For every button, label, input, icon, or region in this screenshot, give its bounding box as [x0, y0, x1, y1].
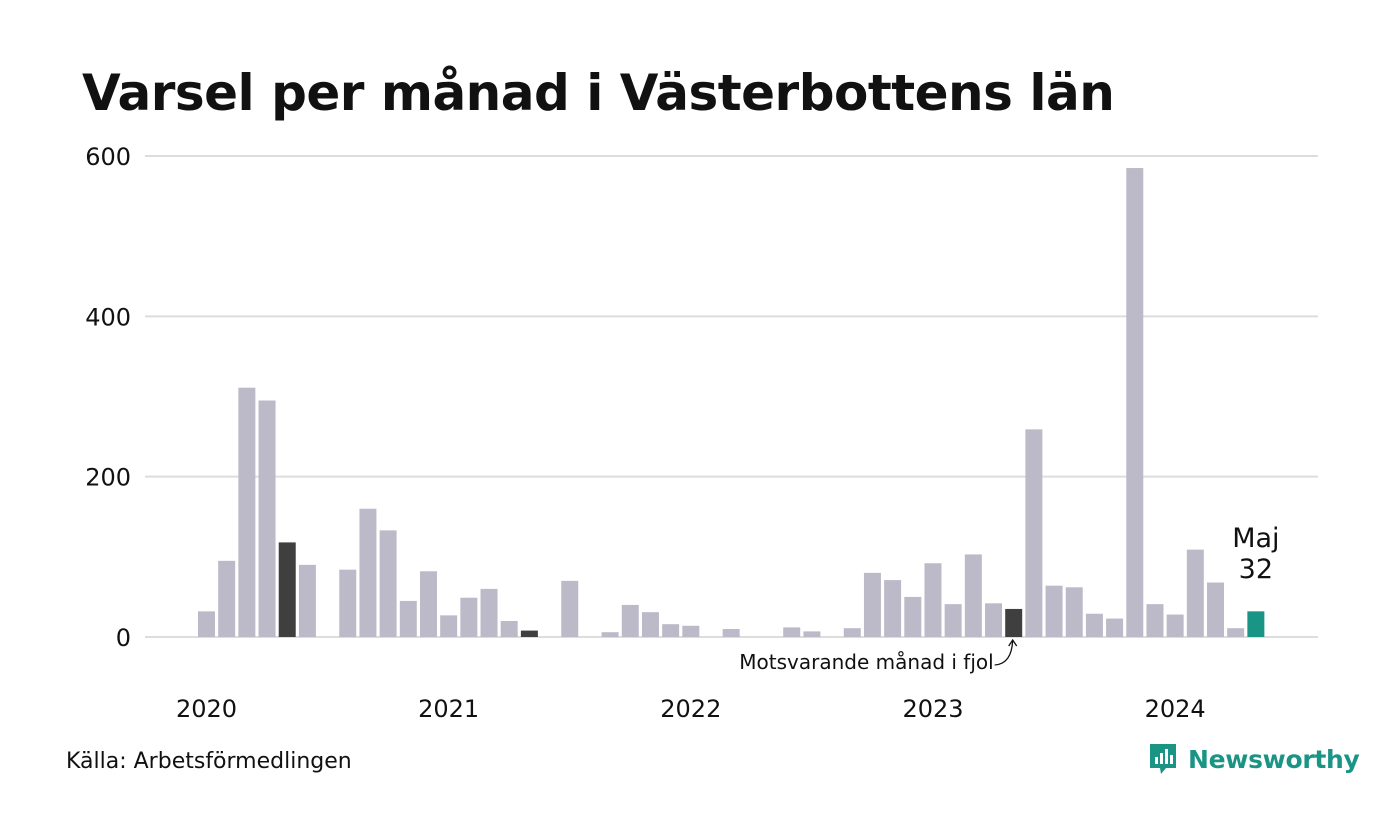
bar-2020-08 — [339, 569, 357, 637]
highlight-value-label: 32 — [1239, 554, 1273, 585]
bar-2020-02 — [218, 560, 236, 637]
bar-2022-11 — [884, 580, 902, 637]
annotations: Maj 32 Motsvarande månad i fjol — [739, 523, 1279, 674]
bar-2021-04 — [500, 620, 518, 637]
bar-2020-03 — [238, 387, 256, 637]
bar-2023-03 — [964, 554, 982, 637]
bar-2023-08 — [1065, 587, 1083, 637]
y-axis-ticks: 0 200 400 600 — [85, 143, 131, 652]
bar-2023-09 — [1085, 613, 1103, 637]
comparison-annotation-label: Motsvarande månad i fjol — [739, 650, 993, 674]
bar-2021-03 — [480, 588, 498, 637]
brand-name: Newsworthy — [1188, 744, 1360, 774]
bar-2023-02 — [944, 604, 962, 637]
bar-2023-04 — [985, 603, 1003, 637]
bar-2021-11 — [641, 612, 659, 637]
bar-2021-12 — [662, 624, 680, 637]
bar-2023-01 — [924, 563, 942, 637]
x-tick-label: 2021 — [418, 695, 479, 723]
highlight-month-label: Maj — [1232, 523, 1279, 554]
bar-2020-12 — [419, 571, 437, 637]
bar-2023-12 — [1146, 604, 1164, 637]
comparison-arrow — [994, 639, 1014, 666]
bar-2023-07 — [1045, 585, 1063, 637]
bar-2023-10 — [1106, 618, 1124, 637]
bar-2022-01 — [682, 625, 700, 637]
x-tick-label: 2020 — [176, 695, 237, 723]
bar-2020-06 — [298, 564, 316, 637]
y-tick-label: 400 — [85, 303, 131, 331]
bar-2023-06 — [1025, 429, 1043, 637]
source-note: Källa: Arbetsförmedlingen — [66, 749, 352, 774]
bar-2022-12 — [904, 596, 922, 637]
bar-2021-01 — [440, 615, 458, 637]
bar-2020-11 — [399, 600, 417, 637]
bar-2023-11 — [1126, 168, 1144, 637]
bar-2021-05 — [520, 630, 538, 637]
bar-2022-09 — [843, 628, 861, 637]
bar-2024-02 — [1186, 549, 1204, 637]
bars — [198, 168, 1265, 637]
bar-2021-07 — [561, 580, 579, 637]
bar-2020-01 — [198, 611, 215, 637]
x-axis-ticks: 2020 2021 2022 2023 2024 — [176, 695, 1206, 723]
x-tick-label: 2022 — [660, 695, 721, 723]
bar-2020-10 — [379, 530, 397, 637]
bar-2024-01 — [1166, 614, 1184, 637]
bar-2020-09 — [359, 508, 377, 637]
bar-2022-07 — [803, 631, 821, 637]
brand-logo: Newsworthy — [1148, 742, 1360, 776]
comparison-arrowhead — [1008, 638, 1018, 647]
bar-2022-03 — [722, 628, 740, 637]
bar-2021-02 — [460, 597, 478, 637]
bar-2024-04 — [1227, 628, 1245, 637]
bar-2020-05 — [278, 542, 296, 637]
x-tick-label: 2024 — [1145, 695, 1206, 723]
bar-2020-04 — [258, 400, 276, 637]
y-tick-label: 0 — [116, 624, 131, 652]
bar-2021-10 — [621, 604, 639, 637]
x-tick-label: 2023 — [902, 695, 963, 723]
bar-2023-05 — [1005, 608, 1023, 637]
y-tick-label: 200 — [85, 464, 131, 492]
chart-title: Varsel per månad i Västerbottens län — [82, 64, 1115, 122]
bar-2022-06 — [783, 627, 801, 637]
y-tick-label: 600 — [85, 143, 131, 171]
newsworthy-logo-icon — [1150, 744, 1176, 774]
bar-2024-03 — [1207, 582, 1224, 637]
bar-2021-09 — [601, 632, 619, 637]
bar-2024-05 — [1247, 611, 1265, 637]
bar-2022-10 — [863, 572, 881, 637]
